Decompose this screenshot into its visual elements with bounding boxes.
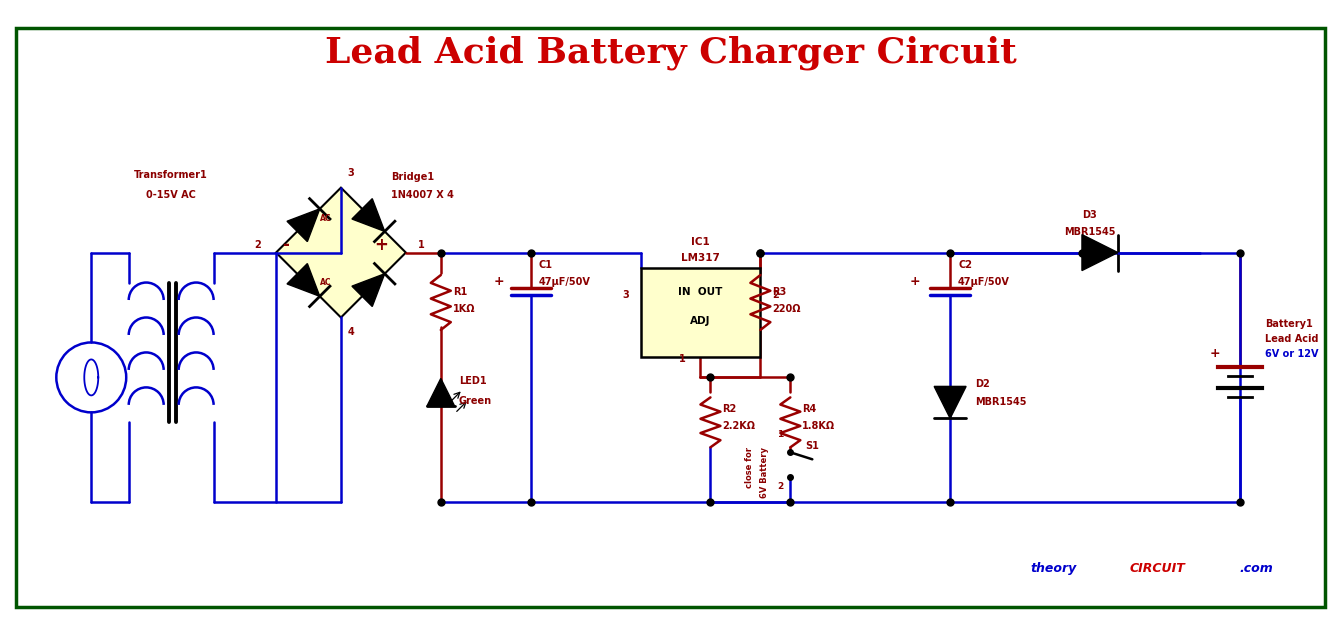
Text: Bridge1: Bridge1 [390, 172, 434, 182]
Polygon shape [426, 378, 455, 406]
Text: Lead Acid: Lead Acid [1265, 334, 1318, 344]
Text: theory: theory [1030, 562, 1077, 575]
Text: R2: R2 [723, 404, 736, 414]
Text: 1.8KΩ: 1.8KΩ [802, 421, 835, 431]
Text: C1: C1 [539, 259, 552, 269]
Text: -: - [283, 236, 290, 254]
Text: 1: 1 [778, 431, 783, 439]
Text: 1KΩ: 1KΩ [453, 304, 475, 314]
Text: ADJ: ADJ [691, 316, 711, 326]
Polygon shape [351, 199, 385, 231]
Text: Transformer1: Transformer1 [134, 169, 208, 179]
Text: MBR1545: MBR1545 [1065, 227, 1116, 237]
Text: CIRCUIT: CIRCUIT [1130, 562, 1185, 575]
Text: 2: 2 [772, 289, 779, 299]
Text: 0-15V AC: 0-15V AC [146, 189, 196, 199]
Text: +: + [374, 236, 388, 254]
Text: MBR1545: MBR1545 [975, 398, 1027, 408]
Polygon shape [287, 264, 319, 296]
Text: D3: D3 [1082, 209, 1097, 219]
Text: S1: S1 [806, 441, 819, 451]
Text: +: + [1210, 348, 1220, 361]
Polygon shape [351, 274, 385, 306]
Text: R4: R4 [802, 404, 817, 414]
Text: Green: Green [459, 396, 492, 406]
Text: 47μF/50V: 47μF/50V [957, 276, 1010, 286]
Text: IC1: IC1 [691, 237, 709, 247]
Text: 47μF/50V: 47μF/50V [539, 276, 590, 286]
Text: Battery1: Battery1 [1265, 319, 1313, 329]
Text: R1: R1 [453, 286, 467, 296]
Text: .com: .com [1239, 562, 1274, 575]
Text: AC: AC [320, 278, 331, 286]
Polygon shape [1082, 234, 1118, 271]
Text: IN  OUT: IN OUT [679, 286, 723, 296]
Text: 2: 2 [255, 239, 261, 249]
Text: 220Ω: 220Ω [772, 304, 801, 314]
Text: 4: 4 [347, 328, 354, 338]
Text: D2: D2 [975, 379, 990, 389]
Text: close for: close for [746, 448, 755, 488]
Text: 2.2KΩ: 2.2KΩ [723, 421, 755, 431]
Polygon shape [287, 209, 319, 242]
Text: +: + [493, 274, 504, 288]
Text: LM317: LM317 [681, 253, 720, 262]
Text: 1: 1 [417, 239, 424, 249]
Text: 3: 3 [622, 289, 629, 299]
Text: 2: 2 [778, 482, 783, 491]
Text: Lead Acid Battery Charger Circuit: Lead Acid Battery Charger Circuit [325, 36, 1016, 70]
Text: C2: C2 [957, 259, 972, 269]
Polygon shape [935, 386, 966, 418]
Text: 1: 1 [679, 354, 685, 364]
Text: 1N4007 X 4: 1N4007 X 4 [390, 189, 453, 199]
Polygon shape [276, 188, 406, 318]
Text: 3: 3 [347, 168, 354, 177]
Text: AC: AC [320, 214, 331, 222]
Text: 6V Battery: 6V Battery [760, 448, 770, 498]
FancyBboxPatch shape [641, 268, 760, 358]
Text: 6V or 12V: 6V or 12V [1265, 349, 1318, 359]
Text: +: + [909, 274, 920, 288]
Text: R3: R3 [772, 286, 787, 296]
Text: LED1: LED1 [459, 376, 487, 386]
